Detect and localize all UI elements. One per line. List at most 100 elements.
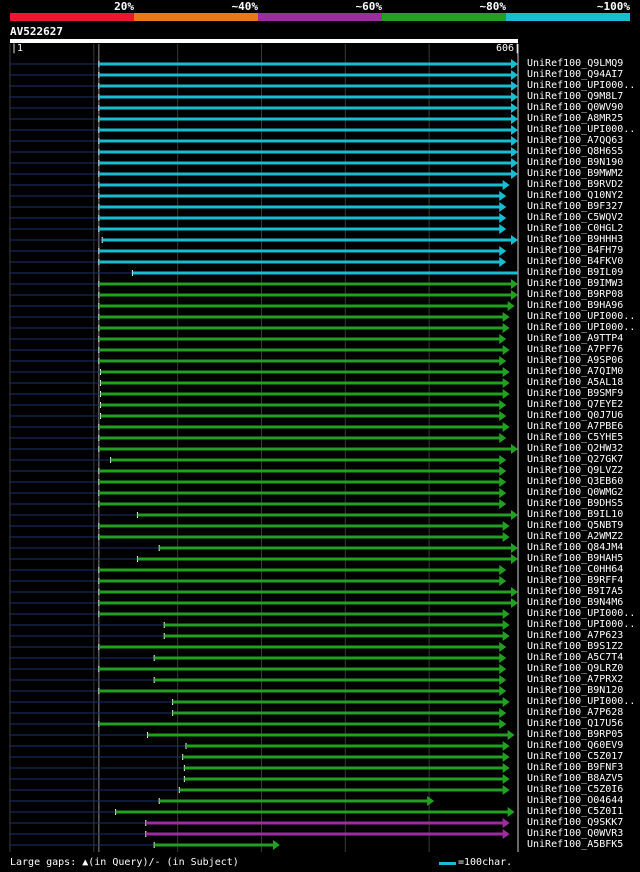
hit-label[interactable]: UniRef100_A2WMZ2 [527, 531, 624, 542]
hit-bar [154, 678, 501, 682]
hit-label[interactable]: UniRef100_B9SMF9 [527, 388, 624, 399]
hit-label[interactable]: UniRef100_B9N120 [527, 685, 624, 696]
hit-label[interactable]: UniRef100_Q7EYE2 [527, 399, 624, 410]
hit-label[interactable]: UniRef100_Q9M8L7 [527, 91, 624, 102]
hit-label[interactable]: UniRef100_B9HHH3 [527, 234, 624, 245]
hit-label[interactable]: UniRef100_B9FNF3 [527, 762, 624, 773]
hit-arrow [499, 191, 507, 201]
legend-swatch [506, 13, 630, 21]
hit-label[interactable]: UniRef100_C5YHE5 [527, 432, 624, 443]
hit-label[interactable]: UniRef100_B8AZV5 [527, 773, 624, 784]
hit-label[interactable]: UniRef100_Q0WV90 [527, 102, 624, 113]
hit-label[interactable]: UniRef100_A7PBE6 [527, 421, 624, 432]
hit-label[interactable]: UniRef100_Q9LVZ2 [527, 465, 624, 476]
hit-arrow [502, 389, 510, 399]
hit-label[interactable]: UniRef100_Q9LRZ0 [527, 663, 624, 674]
hit-label[interactable]: UniRef100_C5Z0I1 [527, 806, 624, 817]
hit-label[interactable]: UniRef100_B9N4M6 [527, 597, 624, 608]
hit-label[interactable]: UniRef100_A5BFK5 [527, 839, 624, 850]
hit-label[interactable]: UniRef100_Q2HW32 [527, 443, 624, 454]
hit-label[interactable]: UniRef100_C5Z0I6 [527, 784, 624, 795]
hit-label[interactable]: UniRef100_A7QQ63 [527, 135, 624, 146]
hit-label[interactable]: UniRef100_Q60EV9 [527, 740, 624, 751]
hit-label[interactable]: UniRef100_Q17U56 [527, 718, 624, 729]
hit-label[interactable]: UniRef100_C0HGL2 [527, 223, 624, 234]
hit-arrow [499, 411, 507, 421]
hit-label[interactable]: UniRef100_UPI000.. [527, 311, 636, 322]
hit-label[interactable]: UniRef100_B9IMW3 [527, 278, 624, 289]
hit-label[interactable]: UniRef100_Q84JM4 [527, 542, 624, 553]
hit-label[interactable]: UniRef100_UPI000.. [527, 322, 636, 333]
hit-label[interactable]: UniRef100_Q10NY2 [527, 190, 624, 201]
legend-label: ~80% [479, 0, 507, 13]
hit-label[interactable]: UniRef100_Q0J7U6 [527, 410, 624, 421]
hit-label[interactable]: UniRef100_O04644 [527, 795, 624, 806]
hit-label[interactable]: UniRef100_B9HAH5 [527, 553, 624, 564]
hit-bar [98, 183, 504, 187]
hit-label[interactable]: UniRef100_Q94AI7 [527, 69, 624, 80]
hit-label[interactable]: UniRef100_B9RVD2 [527, 179, 624, 190]
legend-label: ~40% [231, 0, 259, 13]
hit-label[interactable]: UniRef100_B9IL10 [527, 509, 624, 520]
hit-arrow [502, 620, 510, 630]
hit-label[interactable]: UniRef100_UPI000.. [527, 619, 636, 630]
hit-bar [137, 557, 513, 561]
hit-label[interactable]: UniRef100_B9F327 [527, 201, 624, 212]
hit-arrow [502, 521, 510, 531]
hit-label[interactable]: UniRef100_B9DHS5 [527, 498, 624, 509]
hit-arrow [499, 719, 507, 729]
hit-label[interactable]: UniRef100_B4FH79 [527, 245, 624, 256]
hit-label[interactable]: UniRef100_A7PRX2 [527, 674, 624, 685]
hit-label[interactable]: UniRef100_C0HH64 [527, 564, 624, 575]
hit-label[interactable]: UniRef100_C5WQV2 [527, 212, 624, 223]
hit-label[interactable]: UniRef100_B9RP05 [527, 729, 624, 740]
hit-label[interactable]: UniRef100_Q9LMQ9 [527, 58, 624, 69]
hit-arrow [499, 488, 507, 498]
hit-label[interactable]: UniRef100_A9SP06 [527, 355, 624, 366]
hit-label[interactable]: UniRef100_A8MR25 [527, 113, 624, 124]
hit-arrow [511, 81, 518, 91]
hit-bar [98, 172, 512, 176]
hit-label[interactable]: UniRef100_B9RFF4 [527, 575, 624, 586]
hit-label[interactable]: UniRef100_C5Z017 [527, 751, 624, 762]
hit-bar [98, 425, 504, 429]
hit-label[interactable]: UniRef100_UPI000.. [527, 696, 636, 707]
hit-label[interactable]: UniRef100_A9TTP4 [527, 333, 624, 344]
hit-label[interactable]: UniRef100_B9I7A5 [527, 586, 624, 597]
hit-label[interactable]: UniRef100_Q5NBT9 [527, 520, 624, 531]
hit-bar [98, 106, 512, 110]
hit-label[interactable]: UniRef100_Q3EB60 [527, 476, 624, 487]
hit-label[interactable]: UniRef100_Q27GK7 [527, 454, 624, 465]
hit-bar [154, 656, 501, 660]
hit-label[interactable]: UniRef100_A7P623 [527, 630, 624, 641]
hit-bar [132, 271, 518, 275]
hit-label[interactable]: UniRef100_B9MWM2 [527, 168, 624, 179]
hit-label[interactable]: UniRef100_A7QIM0 [527, 366, 624, 377]
hit-arrow [511, 169, 518, 179]
hit-arrow [499, 213, 507, 223]
hit-label[interactable]: UniRef100_B9N190 [527, 157, 624, 168]
hit-label[interactable]: UniRef100_UPI000.. [527, 124, 636, 135]
hit-bar [98, 293, 512, 297]
hit-label[interactable]: UniRef100_B9S1Z2 [527, 641, 624, 652]
hit-arrow [499, 257, 507, 267]
hit-label[interactable]: UniRef100_A7PF76 [527, 344, 624, 355]
hit-label[interactable]: UniRef100_Q0WVR3 [527, 828, 624, 839]
hit-label[interactable]: UniRef100_Q0WMG2 [527, 487, 624, 498]
hit-label[interactable]: UniRef100_UPI000.. [527, 608, 636, 619]
hit-label[interactable]: UniRef100_B9HA96 [527, 300, 624, 311]
hit-label[interactable]: UniRef100_B9RP08 [527, 289, 624, 300]
hit-label[interactable]: UniRef100_Q9SKK7 [527, 817, 624, 828]
hit-label[interactable]: UniRef100_A5AL18 [527, 377, 624, 388]
hit-label[interactable]: UniRef100_B9IL09 [527, 267, 624, 278]
hit-label[interactable]: UniRef100_A7P628 [527, 707, 624, 718]
hit-bar [186, 744, 504, 748]
hit-label[interactable]: UniRef100_UPI000.. [527, 80, 636, 91]
hit-label[interactable]: UniRef100_A5C7T4 [527, 652, 624, 663]
hit-label[interactable]: UniRef100_Q8H6S5 [527, 146, 624, 157]
hit-arrow [502, 829, 510, 839]
hit-arrow [499, 455, 507, 465]
query-id: AV522627 [10, 25, 63, 38]
hit-arrow [511, 136, 518, 146]
hit-label[interactable]: UniRef100_B4FKV0 [527, 256, 624, 267]
